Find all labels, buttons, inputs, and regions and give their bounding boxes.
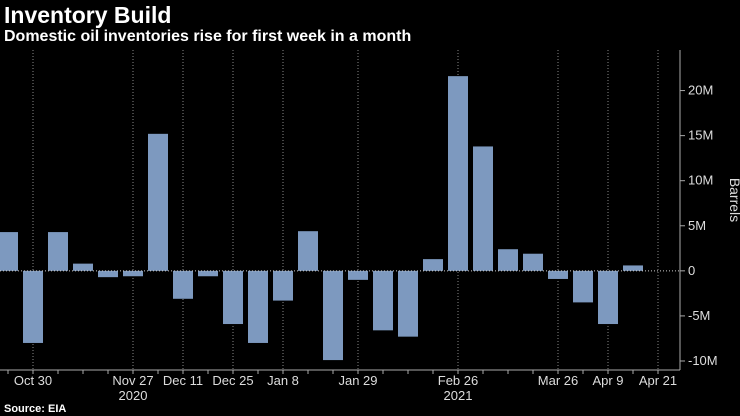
bar <box>448 76 468 271</box>
bar <box>98 270 118 278</box>
bar <box>273 270 293 301</box>
bar <box>223 270 243 325</box>
y-tick-label: 20M <box>688 83 713 98</box>
chart-subtitle: Domestic oil inventories rise for first … <box>4 28 412 45</box>
source-note: Source: EIA <box>4 403 67 415</box>
bar <box>498 249 518 271</box>
bar <box>323 270 343 361</box>
y-tick-label: -10M <box>688 353 718 368</box>
bar-series <box>0 76 643 361</box>
x-tick-label: Mar 26 <box>538 373 578 388</box>
bar <box>548 270 568 279</box>
bar <box>248 270 268 343</box>
bar <box>423 259 443 271</box>
bar <box>298 231 318 271</box>
bar <box>73 263 93 271</box>
bar <box>473 146 493 271</box>
axes: 20M 15M 10M 5M 0 -5M -10M Oct 30 Nov 27 Dec 11 Dec… <box>0 50 718 403</box>
x-tick-label: Jan 8 <box>267 373 299 388</box>
bar <box>523 253 543 271</box>
y-tick-label: -5M <box>688 308 710 323</box>
bar <box>348 270 368 280</box>
x-year-label: 2021 <box>444 388 473 403</box>
y-axis-label: Barrels <box>727 178 740 222</box>
bar <box>0 232 18 271</box>
bar <box>198 270 218 277</box>
bar <box>598 270 618 325</box>
x-tick-label: Jan 29 <box>338 373 377 388</box>
y-tick-label: 15M <box>688 128 713 143</box>
bar <box>123 270 143 277</box>
x-tick-label: Oct 30 <box>14 373 52 388</box>
bar <box>48 232 68 271</box>
y-tick-label: 5M <box>688 218 706 233</box>
bar <box>148 133 168 271</box>
x-year-label: 2020 <box>119 388 148 403</box>
x-tick-label: Apr 21 <box>639 373 677 388</box>
y-tick-label: 0 <box>688 263 695 278</box>
bar <box>373 270 393 331</box>
x-tick-label: Dec 25 <box>212 373 253 388</box>
x-tick-label: Feb 26 <box>438 373 478 388</box>
y-tick-label: 10M <box>688 173 713 188</box>
bar <box>23 270 43 343</box>
x-tick-label: Nov 27 <box>112 373 153 388</box>
bar <box>173 270 193 299</box>
x-tick-label: Dec 11 <box>163 373 203 388</box>
bar <box>573 270 593 303</box>
grid-lines <box>32 50 659 370</box>
x-tick-label: Apr 9 <box>592 373 623 388</box>
bar <box>398 270 418 337</box>
bar <box>623 265 643 271</box>
chart-title: Inventory Build <box>4 2 172 28</box>
